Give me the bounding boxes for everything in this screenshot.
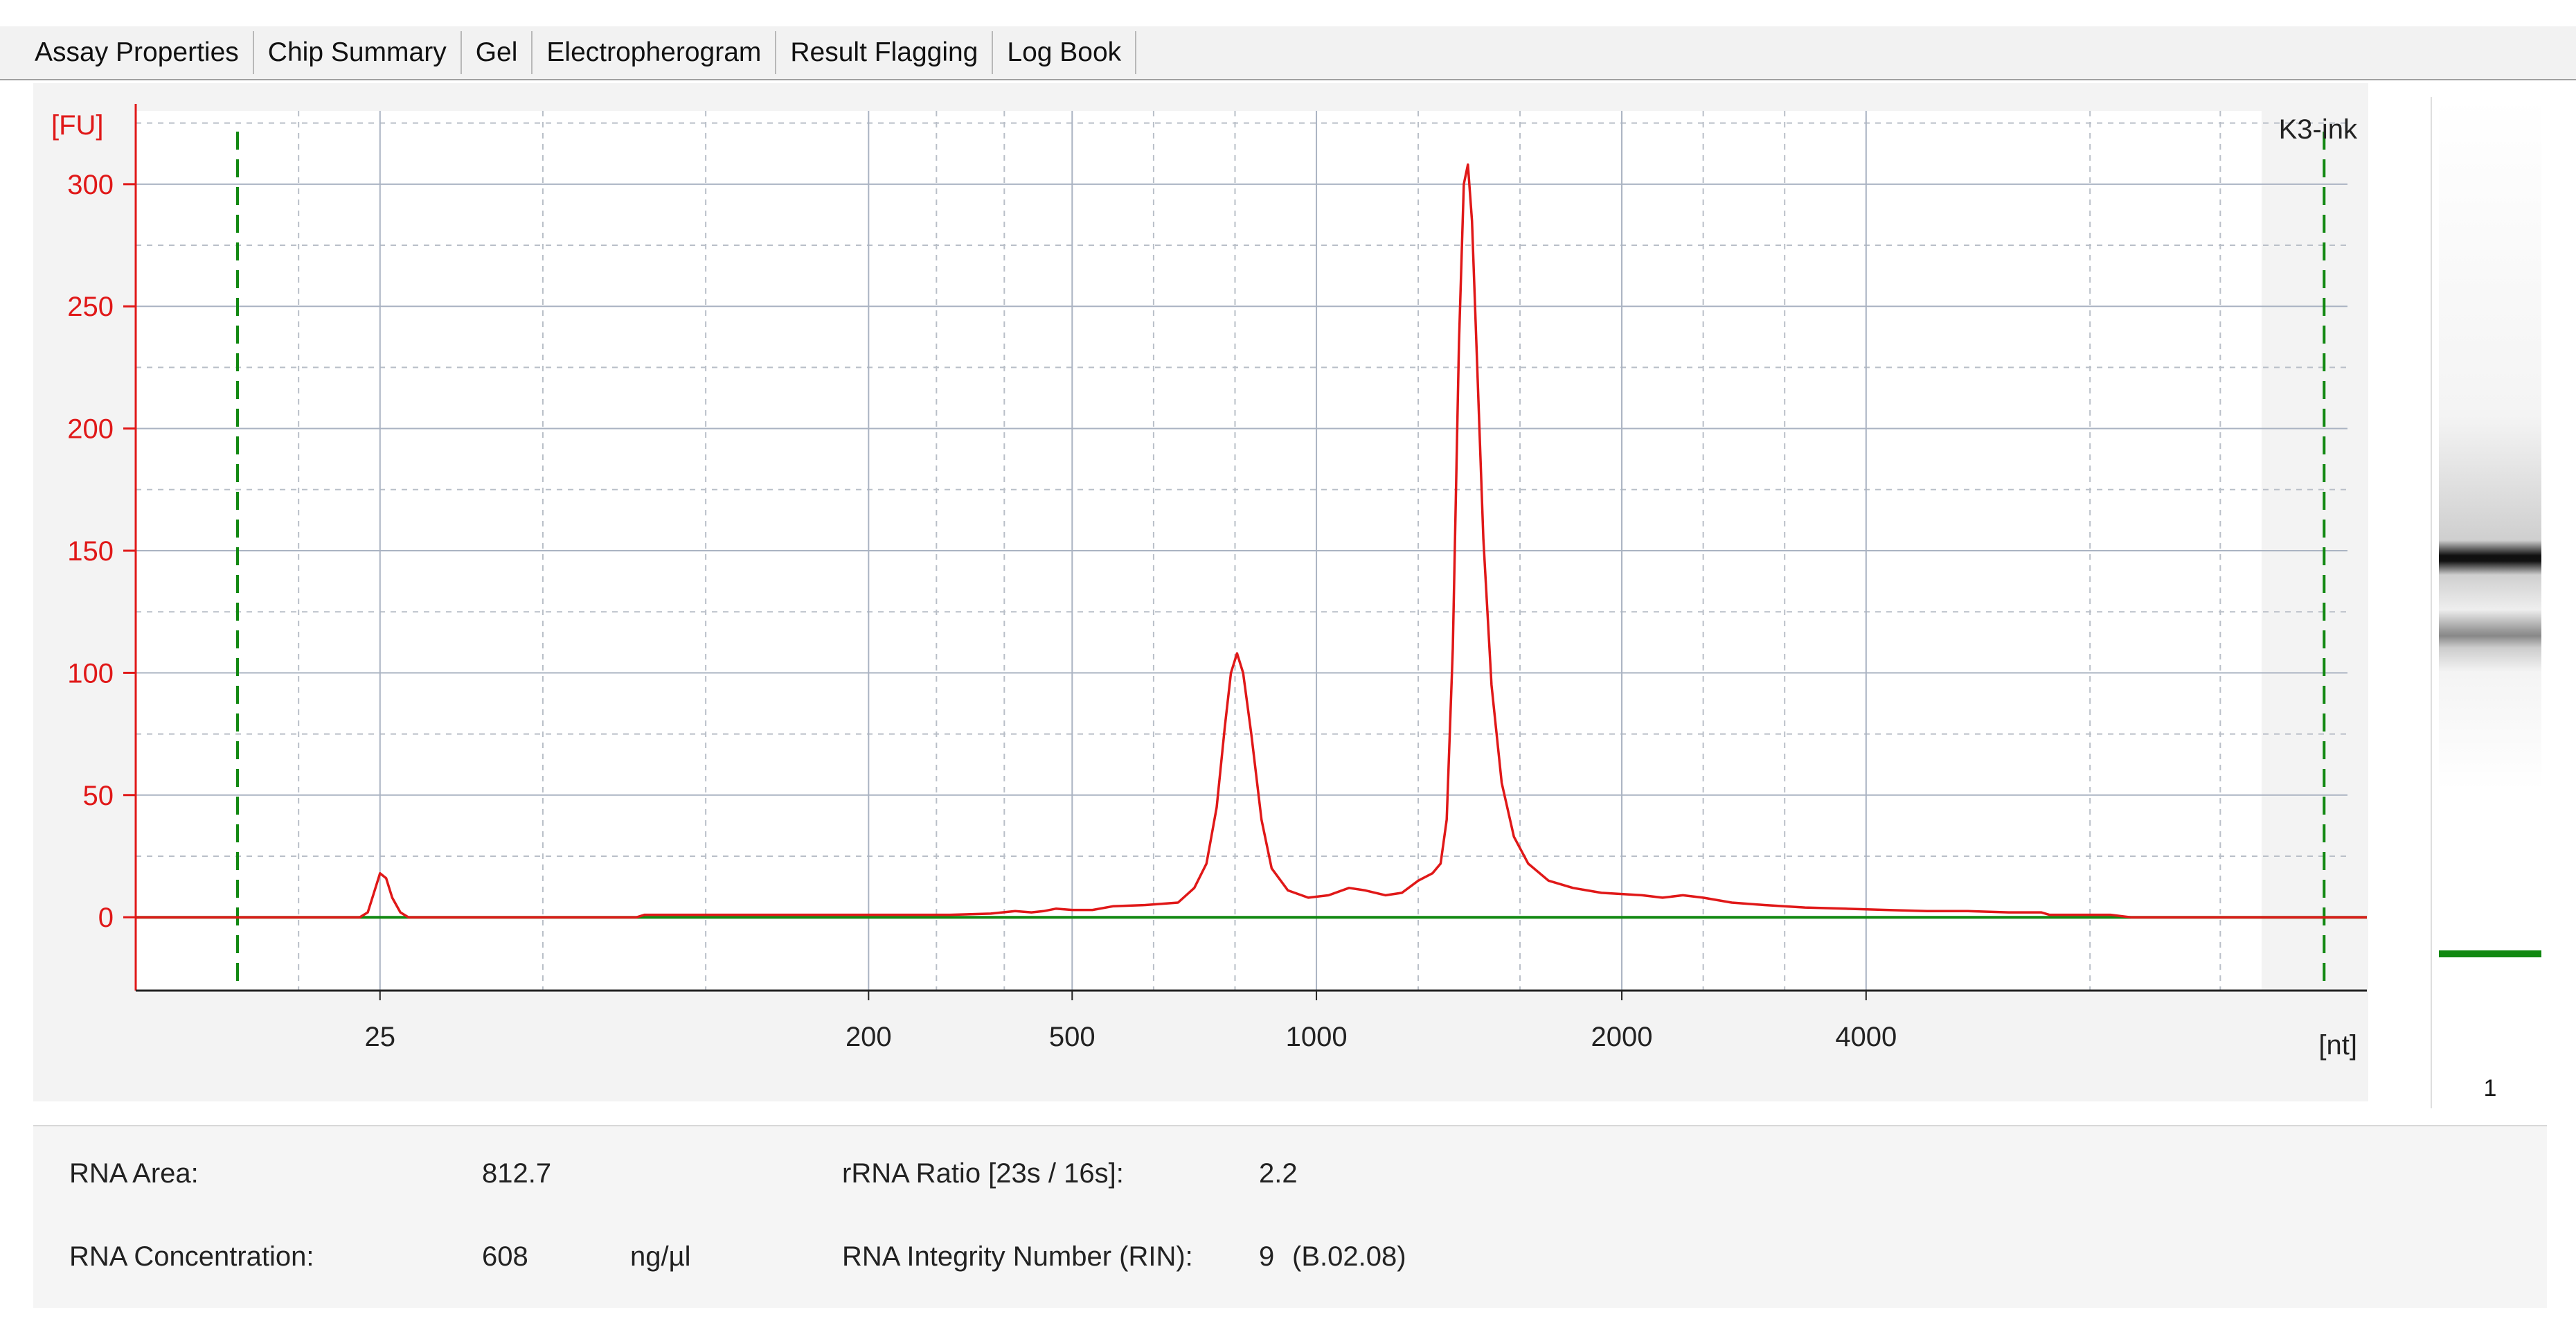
x-tick-label: 200 [846, 1022, 892, 1052]
electropherogram-chart[interactable]: 25 200 500 1000 2000 4000 0 50 100 150 200 250 300 [… [33, 83, 2368, 1101]
sample-name: K3-ink [2279, 114, 2358, 145]
tab-bar: Assay Properties Chip Summary Gel Electr… [0, 26, 2576, 80]
gel-marker-band [2439, 950, 2541, 957]
tab-log-book[interactable]: Log Book [993, 31, 1137, 74]
y-tick-label: 150 [67, 536, 114, 567]
tab-result-flagging[interactable]: Result Flagging [776, 31, 994, 74]
rin-version: (B.02.08) [1292, 1241, 1406, 1272]
rna-area-label: RNA Area: [69, 1158, 199, 1189]
y-tick-label: 100 [67, 658, 114, 689]
gel-lane[interactable] [2439, 97, 2541, 1067]
rin-label: RNA Integrity Number (RIN): [842, 1241, 1193, 1272]
y-tick-label: 200 [67, 414, 114, 445]
x-axis-unit: [nt] [2318, 1030, 2357, 1061]
rrna-ratio-label: rRNA Ratio [23s / 16s]: [842, 1158, 1124, 1189]
rna-area-value: 812.7 [482, 1158, 552, 1189]
tab-gel[interactable]: Gel [462, 31, 533, 74]
results-panel: RNA Area: 812.7 rRNA Ratio [23s / 16s]: … [33, 1125, 2547, 1308]
rin-value: 9 [1259, 1241, 1275, 1272]
gel-lane-number: 1 [2483, 1075, 2497, 1101]
rrna-ratio-value: 2.2 [1259, 1158, 1298, 1189]
y-axis-unit: [FU] [51, 110, 104, 141]
gel-panel: 1 [2431, 97, 2548, 1108]
rna-concentration-unit: ng/µl [630, 1241, 691, 1272]
electropherogram-trace [136, 163, 2367, 919]
y-tick-label: 50 [83, 781, 114, 811]
tab-list: Assay Properties Chip Summary Gel Electr… [21, 26, 1137, 79]
x-tick-label: 500 [1049, 1022, 1095, 1052]
tab-assay-properties[interactable]: Assay Properties [21, 31, 254, 74]
y-tick-label: 0 [98, 903, 114, 933]
x-tick-label: 25 [365, 1022, 396, 1052]
y-tick-label: 300 [67, 170, 114, 200]
tab-electropherogram[interactable]: Electropherogram [533, 31, 777, 74]
x-tick-label: 4000 [1835, 1022, 1897, 1052]
y-tick-label: 250 [67, 292, 114, 322]
electropherogram-panel: 25 200 500 1000 2000 4000 0 50 100 150 200 250 300 [… [33, 83, 2368, 1101]
tab-chip-summary[interactable]: Chip Summary [254, 31, 462, 74]
x-tick-label: 2000 [1591, 1022, 1653, 1052]
rna-concentration-label: RNA Concentration: [69, 1241, 314, 1272]
rna-concentration-value: 608 [482, 1241, 528, 1272]
x-tick-label: 1000 [1286, 1022, 1348, 1052]
